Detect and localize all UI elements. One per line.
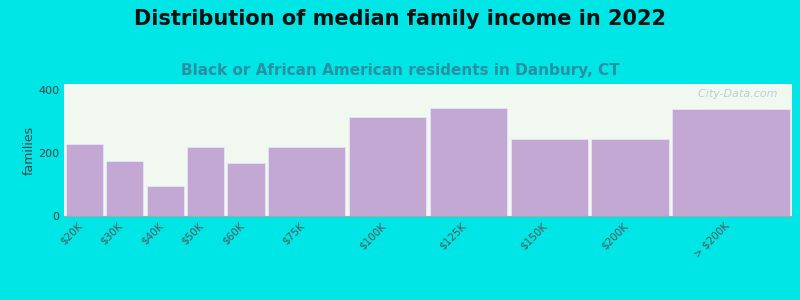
Bar <box>187 147 224 216</box>
Bar <box>430 108 507 216</box>
Bar <box>349 117 426 216</box>
Text: Distribution of median family income in 2022: Distribution of median family income in … <box>134 9 666 29</box>
Bar <box>672 109 790 216</box>
Bar <box>106 161 143 216</box>
Text: City-Data.com: City-Data.com <box>691 89 778 99</box>
Bar <box>146 186 184 216</box>
Bar <box>66 144 103 216</box>
Bar <box>591 139 669 216</box>
Y-axis label: families: families <box>22 125 35 175</box>
Text: Black or African American residents in Danbury, CT: Black or African American residents in D… <box>181 63 619 78</box>
Bar <box>268 147 346 216</box>
Bar <box>227 163 265 216</box>
Bar <box>510 139 588 216</box>
